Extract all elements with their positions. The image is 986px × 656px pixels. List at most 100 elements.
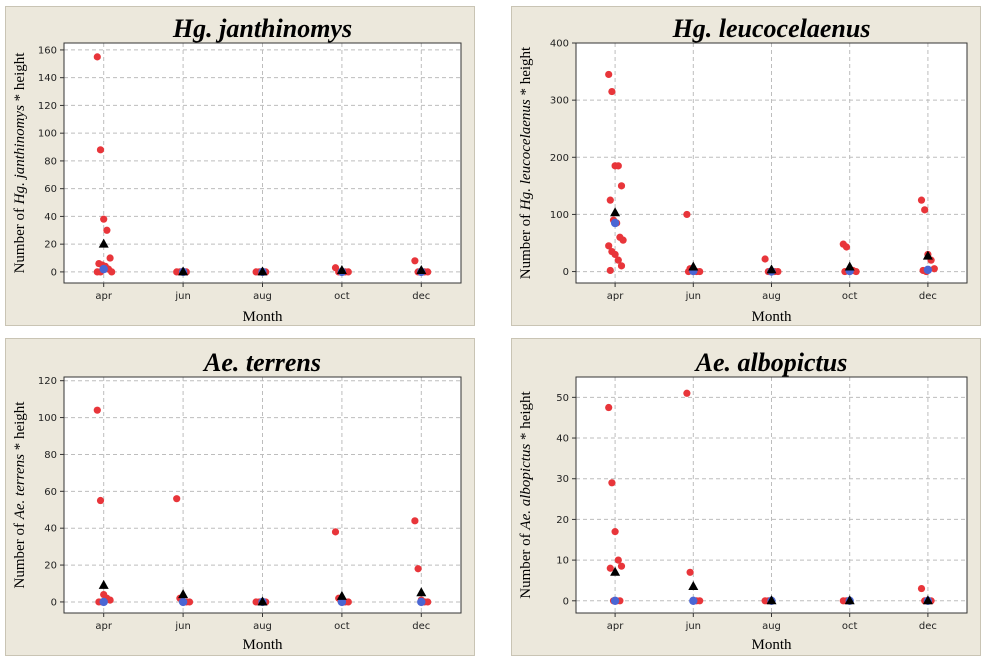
x-axis-label: Month [751, 637, 792, 653]
observation-point-dec-0 [917, 584, 926, 593]
observation-point-jun-4 [185, 598, 194, 606]
y-tick-label: 0 [51, 597, 57, 608]
x-tick-label-jun: jun [174, 621, 190, 632]
observation-point-apr-0 [605, 403, 613, 412]
x-tick-label-dec: dec [919, 621, 937, 632]
observation-point-apr-4 [617, 182, 626, 190]
x-tick-label-oct: oct [842, 291, 858, 302]
median-marker-dec [417, 597, 426, 607]
median-marker-apr [99, 264, 108, 274]
y-tick-label: 160 [38, 45, 57, 56]
chart-title: Ae. albopictus [694, 348, 848, 377]
mean-marker-oct [336, 590, 347, 600]
mean-marker-apr [98, 238, 109, 248]
mean-marker-jun [688, 261, 699, 271]
scatter-chart-ae-albopictus: Ae. albopictus 0 10 20 30 40 50 apr jun aug oct dec… [518, 348, 968, 653]
observation-point-apr-2 [611, 528, 619, 536]
observation-point-jun-0 [683, 210, 691, 219]
x-tick-label-aug: aug [762, 621, 781, 632]
observation-point-apr-3 [614, 162, 622, 170]
observation-point-apr-4 [617, 562, 626, 570]
mean-marker-jun [178, 266, 189, 276]
x-tick-label-apr: apr [95, 621, 112, 632]
y-tick-label: 20 [44, 240, 57, 251]
x-tick-label-apr: apr [95, 291, 112, 302]
y-tick-label: 120 [38, 101, 57, 112]
mean-marker-oct [336, 265, 347, 275]
observation-point-apr-15 [606, 266, 614, 275]
chart-title: Hg. leucocelaenus [672, 14, 871, 43]
y-tick-label: 10 [556, 556, 569, 567]
x-axis-label: Month [242, 309, 283, 325]
y-tick-label: 20 [44, 561, 57, 572]
x-tick-label-dec: dec [412, 621, 430, 632]
y-axis-label-prefix: Number of [518, 210, 534, 279]
y-axis-label-prefix: Number of [12, 519, 28, 588]
mean-marker-apr [98, 579, 109, 589]
chart-panel-hg-leucocelaenus: Hg. leucocelaenus 0 100 200 300 400 apr jun aug o… [511, 6, 981, 326]
y-tick-label: 30 [556, 474, 569, 485]
y-tick-label: 400 [550, 39, 569, 50]
x-tick-label-oct: oct [334, 621, 350, 632]
observation-point-apr-13 [614, 256, 622, 264]
median-marker-apr [99, 597, 108, 607]
scatter-chart-hg-janthinomys: Hg. janthinomys 0 20 40 60 80 100 120 140 160 apr j… [12, 14, 462, 325]
mean-marker-jun [688, 581, 699, 591]
observation-point-dec-4 [930, 265, 938, 273]
x-tick-label-apr: apr [607, 291, 624, 302]
median-marker-apr [610, 596, 620, 605]
observation-point-jun-4 [696, 267, 704, 276]
mean-marker-dec [922, 595, 933, 605]
y-tick-label: 50 [556, 393, 569, 404]
x-tick-label-dec: dec [412, 291, 430, 302]
observation-point-dec-4 [424, 598, 432, 606]
y-tick-label: 60 [44, 487, 57, 498]
mean-marker-dec [922, 250, 933, 260]
mean-marker-aug [257, 596, 268, 606]
mean-marker-aug [766, 595, 777, 605]
mean-marker-aug [257, 266, 268, 276]
observation-point-apr-1 [96, 146, 105, 154]
y-axis-label-prefix: Number of [518, 530, 534, 599]
observation-point-apr-2 [100, 215, 108, 223]
observation-point-apr-3 [614, 556, 622, 564]
observation-point-apr-5 [606, 564, 614, 572]
observation-point-oct-4 [344, 598, 352, 606]
median-marker-apr [610, 218, 620, 228]
observation-point-dec-0 [411, 257, 419, 265]
observation-point-apr-1 [608, 87, 616, 96]
x-axis-label: Month [242, 637, 283, 653]
observation-point-jun-0 [173, 495, 181, 503]
mean-marker-aug [766, 264, 777, 274]
observation-point-apr-4 [106, 254, 114, 262]
scatter-chart-ae-terrens: Ae. terrens 0 20 40 60 80 100 120 apr jun aug oct de… [12, 348, 462, 653]
y-axis-label: Number of Ae. terrens * height [12, 401, 28, 589]
observation-point-apr-9 [619, 236, 627, 244]
observation-point-dec-0 [411, 517, 419, 525]
chart-title: Hg. janthinomys [172, 14, 352, 43]
x-axis-label: Month [751, 309, 792, 325]
y-tick-label: 40 [44, 524, 57, 535]
observation-point-apr-0 [93, 406, 101, 414]
mean-marker-apr [610, 207, 621, 217]
x-tick-label-aug: aug [253, 291, 272, 302]
observation-point-apr-9 [108, 268, 116, 276]
observation-point-aug-0 [761, 255, 769, 263]
y-tick-label: 80 [44, 450, 57, 461]
observation-point-apr-3 [103, 226, 111, 234]
chart-panel-hg-janthinomys: Hg. janthinomys 0 20 40 60 80 100 120 140 160 apr j… [5, 6, 475, 326]
y-axis-label: Number of Hg. leucocelaenus * height [518, 46, 534, 279]
x-tick-label-oct: oct [842, 621, 858, 632]
observation-point-dec-1 [921, 206, 929, 214]
y-axis-label: Number of Hg. janthinomys * height [12, 52, 28, 274]
chart-title: Ae. terrens [202, 348, 321, 377]
mean-marker-jun [178, 589, 189, 599]
y-tick-label: 20 [556, 515, 569, 526]
y-tick-label: 60 [44, 184, 57, 195]
x-tick-label-jun: jun [174, 291, 190, 302]
y-axis-label-suffix: * height [12, 401, 28, 454]
y-axis-label: Number of Ae. albopictus * height [518, 390, 534, 598]
observation-point-apr-0 [605, 70, 613, 79]
y-tick-label: 100 [38, 413, 57, 424]
x-tick-label-oct: oct [334, 291, 350, 302]
